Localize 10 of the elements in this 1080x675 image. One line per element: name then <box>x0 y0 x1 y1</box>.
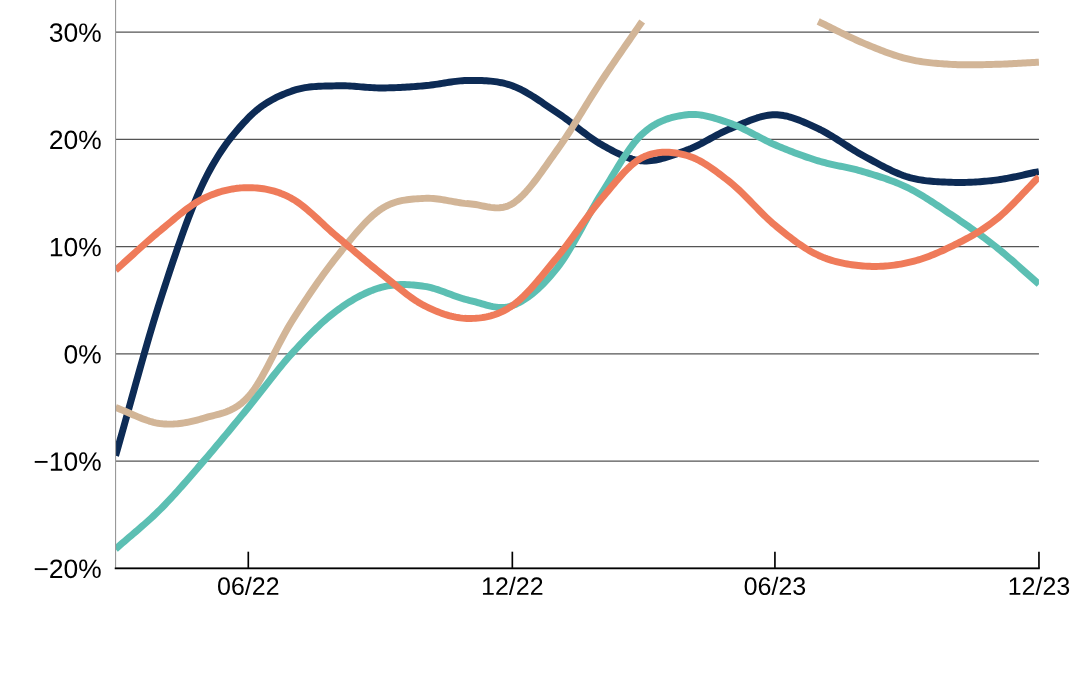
y-tick-label: 30% <box>49 23 101 42</box>
x-tick-label: 12/22 <box>482 576 543 596</box>
y-tick-label: 10% <box>50 237 101 257</box>
x-tick-label: 06/22 <box>218 576 279 596</box>
y-tick-label: −20% <box>34 559 101 579</box>
y-tick-label: −10% <box>34 452 101 471</box>
x-tick-label: 06/23 <box>744 576 806 596</box>
x-tick-label: 12/23 <box>1009 576 1070 596</box>
y-tick-label: 20% <box>50 130 101 150</box>
y-tick-label: 0% <box>64 345 101 364</box>
